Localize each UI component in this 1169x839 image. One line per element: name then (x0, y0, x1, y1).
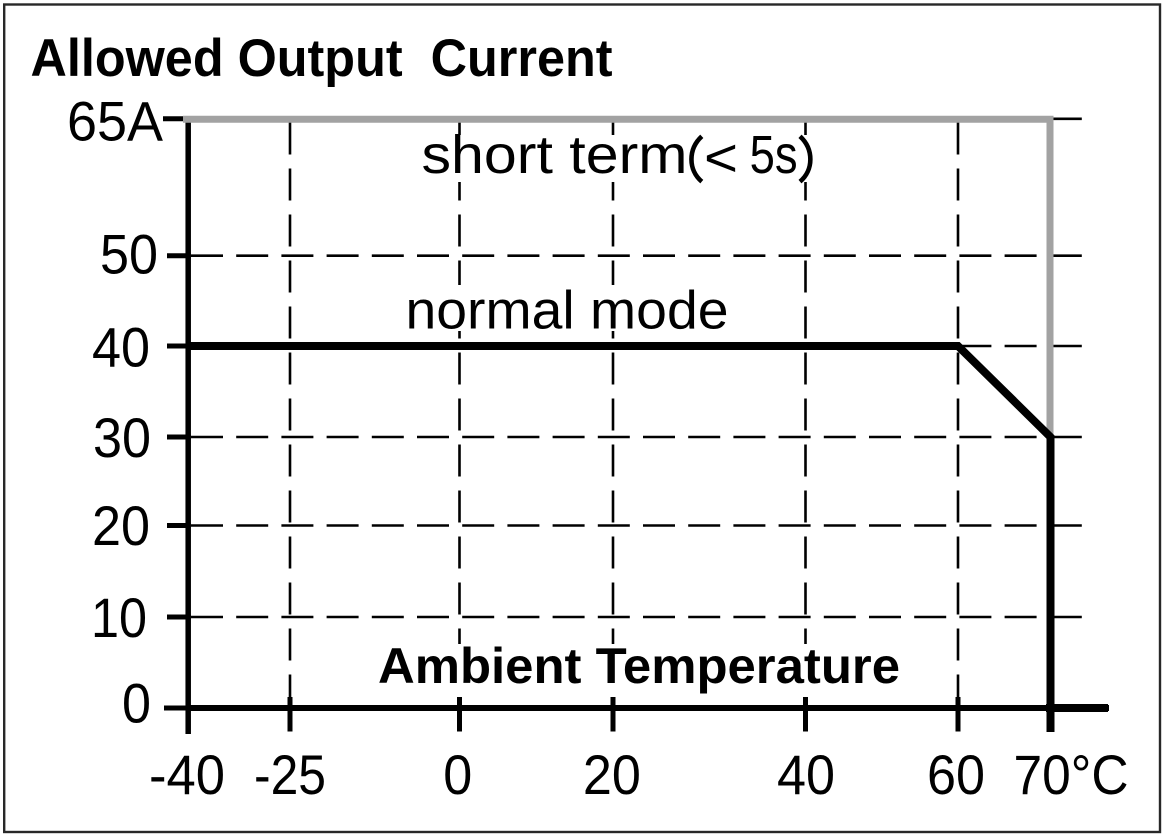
svg-text:20: 20 (92, 494, 150, 557)
svg-text:0: 0 (122, 672, 151, 735)
svg-text:60: 60 (927, 743, 985, 806)
svg-text:Ambient Temperature: Ambient Temperature (378, 638, 900, 694)
svg-text:30: 30 (93, 406, 151, 469)
svg-text:short term: short term (422, 125, 688, 185)
svg-text:normal mode: normal mode (406, 281, 729, 341)
svg-text:<: < (704, 128, 738, 188)
svg-text:40: 40 (777, 743, 835, 806)
svg-text:20: 20 (583, 743, 641, 806)
svg-text:0: 0 (443, 743, 472, 806)
svg-text:Allowed Output Current: Allowed Output Current (31, 29, 613, 88)
svg-text:5s: 5s (750, 125, 798, 185)
svg-text:-40: -40 (149, 743, 225, 806)
svg-text:10: 10 (91, 586, 147, 649)
svg-text:40: 40 (92, 316, 150, 379)
svg-text:50: 50 (100, 223, 158, 286)
svg-text:70°C: 70°C (1014, 743, 1129, 806)
svg-text:65A: 65A (67, 90, 164, 153)
svg-text:-25: -25 (254, 743, 326, 806)
